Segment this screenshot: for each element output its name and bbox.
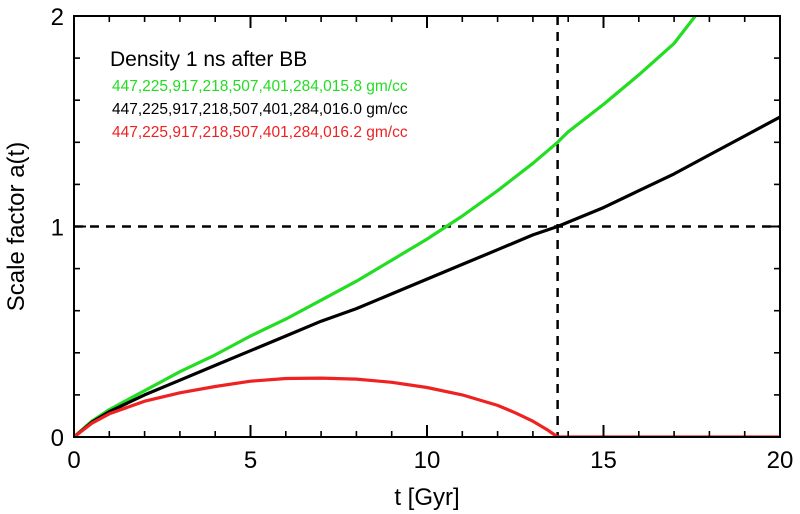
x-axis-label: t [Gyr] bbox=[394, 484, 459, 511]
y-tick-label: 1 bbox=[51, 215, 64, 242]
series-lines bbox=[74, 16, 780, 437]
series-line-0 bbox=[74, 16, 697, 437]
legend-entry-green: 447,225,917,218,507,401,284,015.8 gm/cc bbox=[112, 78, 408, 95]
legend-title: Density 1 ns after BB bbox=[110, 48, 307, 71]
series-line-2 bbox=[74, 376, 780, 437]
y-tick-label: 0 bbox=[51, 425, 64, 452]
legend-entry-black: 447,225,917,218,507,401,284,016.0 gm/cc bbox=[112, 101, 408, 118]
x-tick-label: 0 bbox=[67, 447, 80, 474]
x-tick-label: 15 bbox=[590, 447, 617, 474]
series-line-1 bbox=[74, 115, 780, 437]
x-tick-label: 20 bbox=[767, 447, 794, 474]
y-tick-label: 2 bbox=[51, 4, 64, 31]
legend-entry-red: 447,225,917,218,507,401,284,016.2 gm/cc bbox=[112, 124, 408, 141]
legend: Density 1 ns after BB 447,225,917,218,50… bbox=[110, 48, 408, 141]
tick-labels: 0 5 10 15 20 0 1 2 bbox=[51, 4, 794, 474]
x-tick-label: 5 bbox=[244, 447, 257, 474]
x-tick-label: 10 bbox=[414, 447, 441, 474]
y-axis-label: Scale factor a(t) bbox=[3, 142, 30, 311]
axis-ticks bbox=[73, 15, 781, 438]
